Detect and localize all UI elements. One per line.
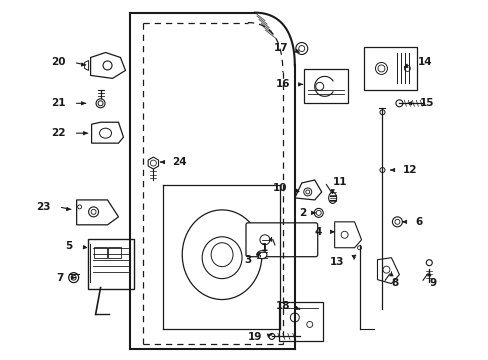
Text: 16: 16 xyxy=(275,79,289,89)
FancyBboxPatch shape xyxy=(363,46,416,90)
Text: 11: 11 xyxy=(332,177,346,187)
Text: 10: 10 xyxy=(272,183,286,193)
FancyBboxPatch shape xyxy=(87,239,134,289)
Text: 21: 21 xyxy=(51,98,65,108)
Ellipse shape xyxy=(256,251,266,259)
Ellipse shape xyxy=(379,110,384,115)
Ellipse shape xyxy=(377,65,384,72)
Ellipse shape xyxy=(379,167,384,172)
Ellipse shape xyxy=(268,333,274,339)
Ellipse shape xyxy=(78,205,81,209)
Text: 9: 9 xyxy=(428,278,435,288)
Ellipse shape xyxy=(426,260,431,266)
Polygon shape xyxy=(90,53,125,78)
Text: 17: 17 xyxy=(274,42,288,53)
Text: 23: 23 xyxy=(36,202,51,212)
FancyBboxPatch shape xyxy=(278,302,322,341)
Text: 5: 5 xyxy=(65,241,73,251)
Text: 1: 1 xyxy=(260,243,267,253)
Text: 4: 4 xyxy=(314,227,321,237)
FancyBboxPatch shape xyxy=(303,69,347,103)
Text: 14: 14 xyxy=(416,58,431,67)
Text: 15: 15 xyxy=(419,98,433,108)
Ellipse shape xyxy=(314,208,323,217)
Text: 8: 8 xyxy=(390,278,398,288)
Polygon shape xyxy=(377,258,399,284)
Circle shape xyxy=(295,42,307,54)
Polygon shape xyxy=(77,200,118,225)
Text: 22: 22 xyxy=(51,128,65,138)
Ellipse shape xyxy=(305,190,309,194)
Text: 24: 24 xyxy=(172,157,186,167)
Ellipse shape xyxy=(68,273,79,283)
Ellipse shape xyxy=(395,100,402,107)
Polygon shape xyxy=(84,60,88,71)
Text: 20: 20 xyxy=(51,58,65,67)
Ellipse shape xyxy=(392,217,402,227)
Polygon shape xyxy=(334,222,361,248)
FancyBboxPatch shape xyxy=(245,223,317,257)
Ellipse shape xyxy=(357,246,361,250)
Text: 12: 12 xyxy=(402,165,416,175)
Text: 2: 2 xyxy=(299,208,306,218)
Text: 7: 7 xyxy=(56,273,63,283)
Ellipse shape xyxy=(96,99,105,108)
Text: 6: 6 xyxy=(414,217,422,227)
Text: 13: 13 xyxy=(329,257,344,267)
Polygon shape xyxy=(294,180,321,200)
Polygon shape xyxy=(91,122,123,143)
Ellipse shape xyxy=(328,193,336,203)
Text: 18: 18 xyxy=(275,301,289,311)
Polygon shape xyxy=(148,157,158,169)
Text: 19: 19 xyxy=(247,332,262,342)
Text: 3: 3 xyxy=(244,255,251,265)
